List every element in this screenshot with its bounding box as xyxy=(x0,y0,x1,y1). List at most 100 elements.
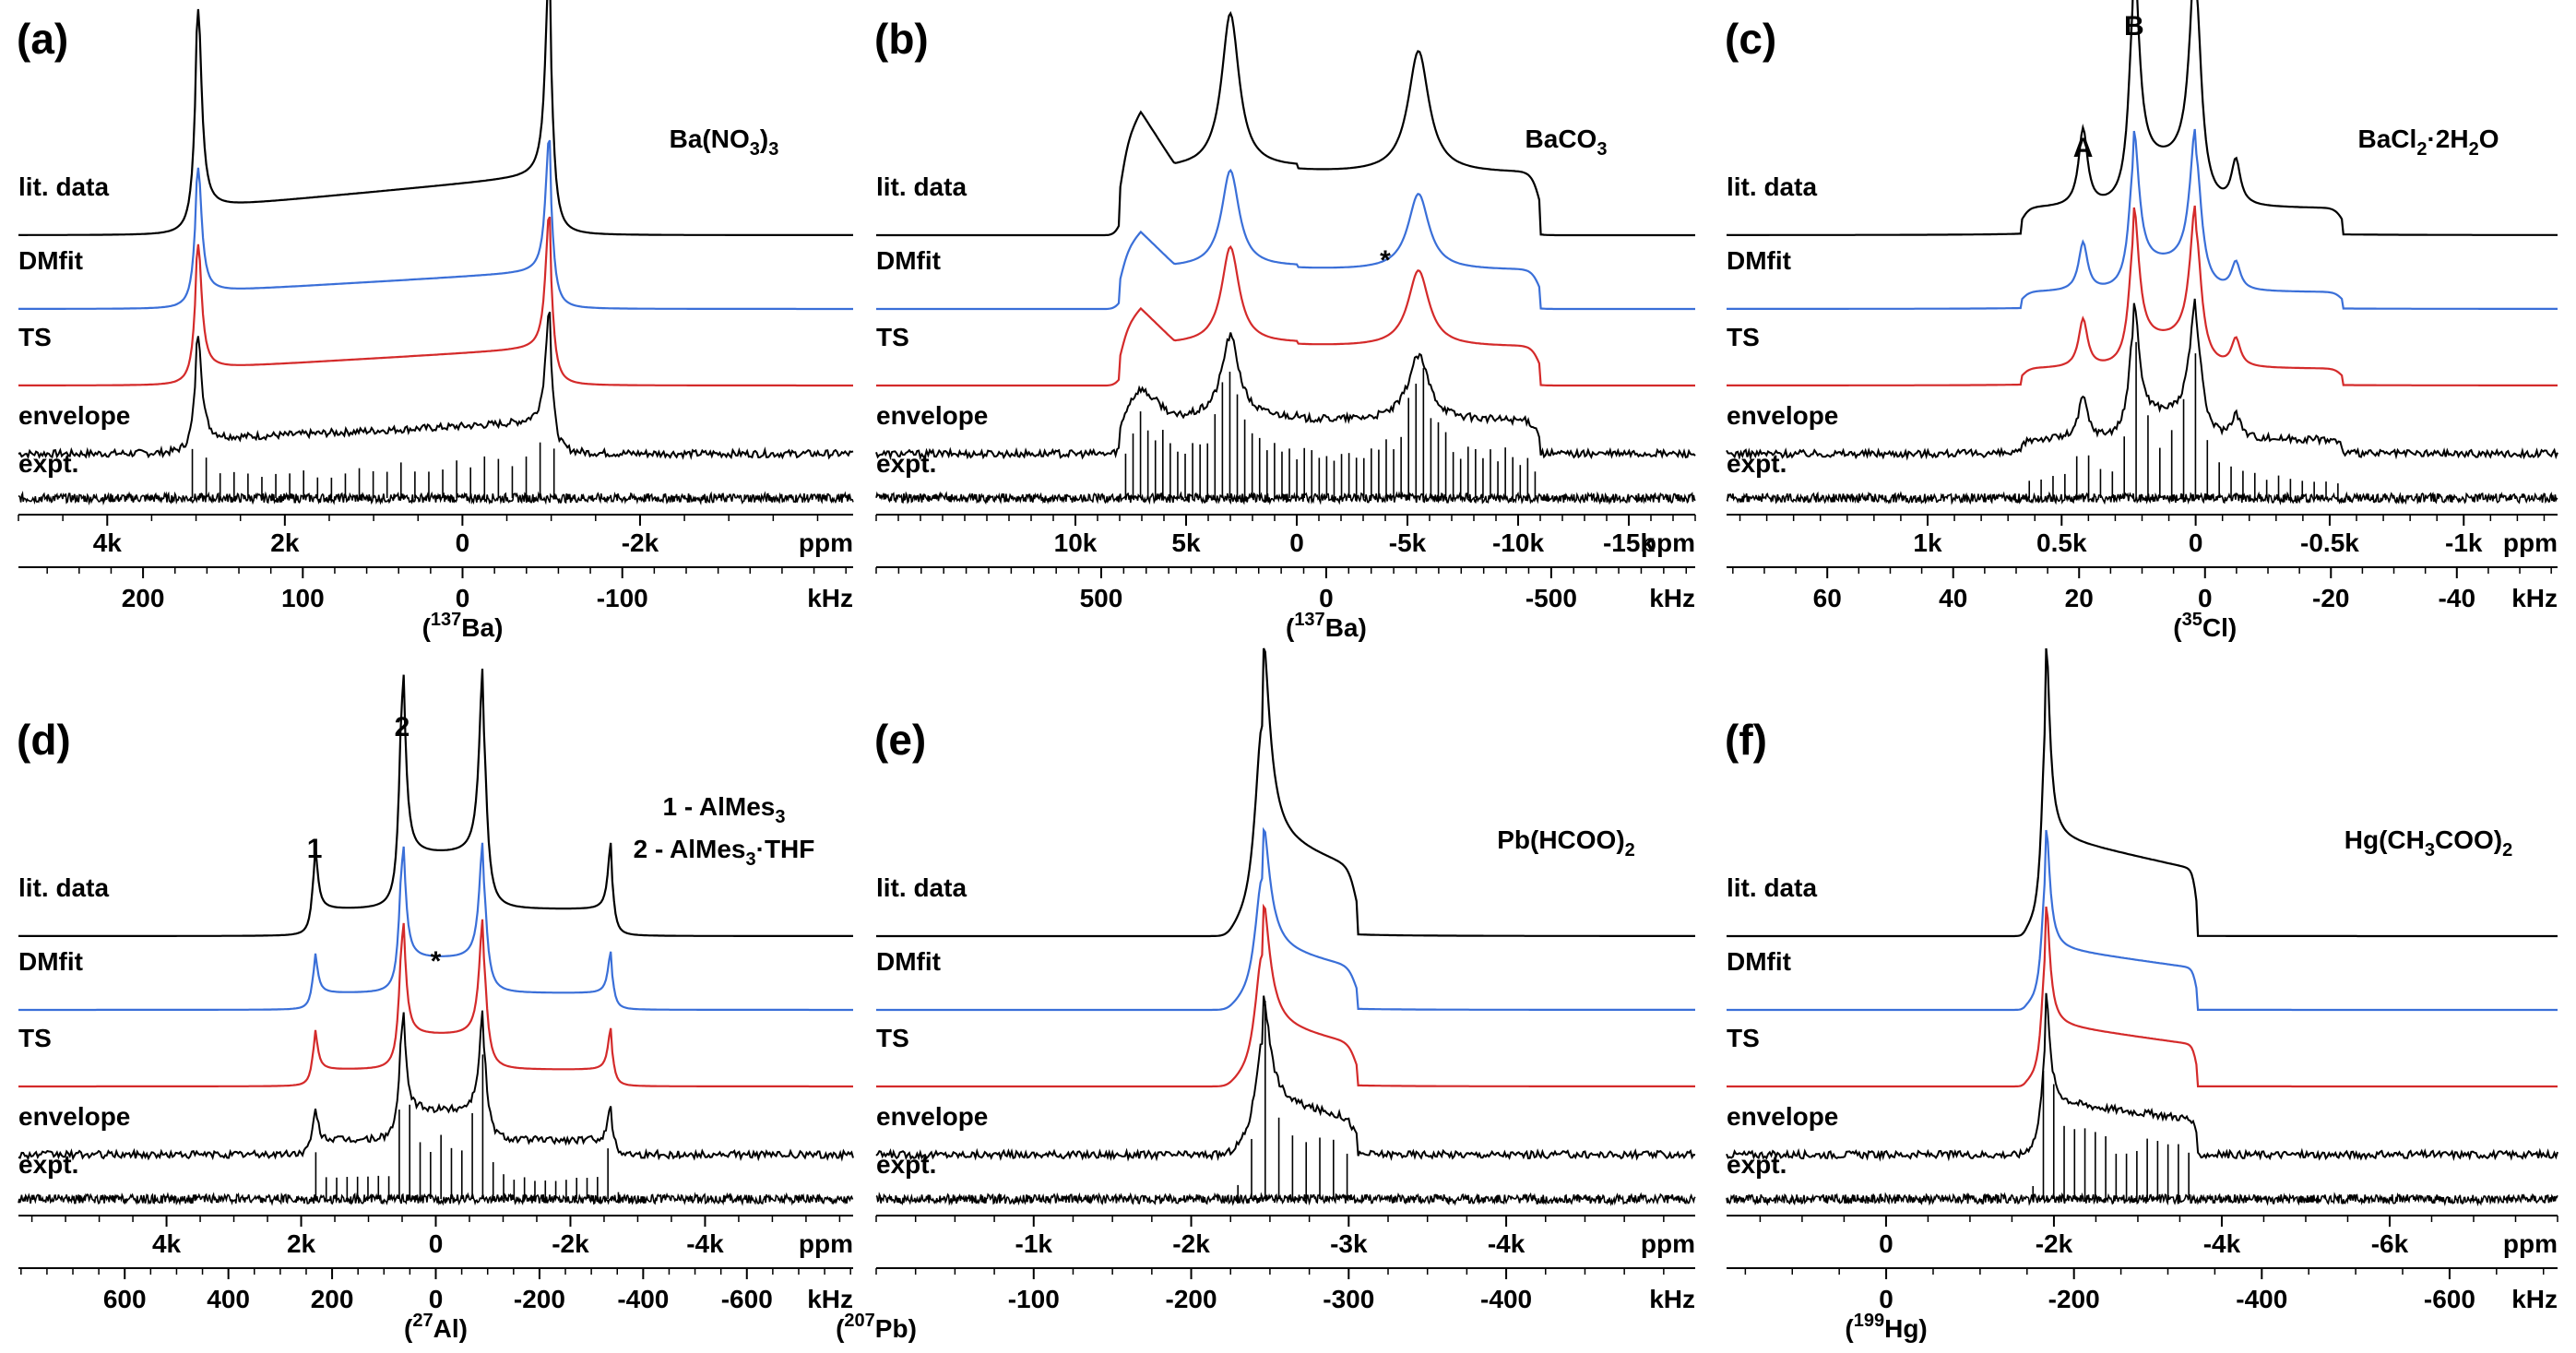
khz-unit-label: kHz xyxy=(2511,1285,2558,1313)
trace-litdata xyxy=(1727,647,2558,938)
series-label: expt. xyxy=(876,449,936,478)
annotation: * xyxy=(431,946,442,977)
ppm-tick-label: -0.5k xyxy=(2300,528,2359,557)
khz-tick-label: -600 xyxy=(721,1285,773,1313)
ppm-tick-label: -6k xyxy=(2371,1229,2409,1258)
nucleus-label: (137Ba) xyxy=(1286,610,1367,642)
ppm-unit-label: ppm xyxy=(799,528,853,557)
trace-ts xyxy=(1727,906,2558,1088)
ppm-tick-label: 2k xyxy=(270,528,300,557)
ppm-tick-label: 0 xyxy=(429,1229,444,1258)
trace-expt xyxy=(1726,491,2558,505)
ppm-tick-label: -2k xyxy=(552,1229,589,1258)
ppm-tick-label: 0 xyxy=(1879,1229,1893,1258)
trace-ts xyxy=(18,216,853,387)
trace-envelope xyxy=(18,311,854,460)
ppm-unit-label: ppm xyxy=(1641,1229,1695,1258)
series-label: lit. data xyxy=(1727,172,1817,201)
khz-tick-label: -400 xyxy=(1480,1285,1532,1313)
ppm-unit-label: ppm xyxy=(2503,528,2558,557)
compound-label: BaCO3 xyxy=(1525,125,1608,160)
series-label: expt. xyxy=(18,1150,78,1179)
annotation: * xyxy=(1380,245,1391,276)
khz-tick-label: -200 xyxy=(1166,1285,1217,1313)
ppm-tick-label: 0.5k xyxy=(2036,528,2087,557)
series-label: TS xyxy=(876,323,909,351)
ppm-tick-label: -4k xyxy=(686,1229,724,1258)
khz-tick-label: -100 xyxy=(1008,1285,1060,1313)
khz-tick-label: 0 xyxy=(456,584,470,612)
ppm-tick-label: 2k xyxy=(287,1229,316,1258)
khz-tick-label: -200 xyxy=(2048,1285,2100,1313)
khz-tick-label: 60 xyxy=(1813,584,1842,612)
series-label: TS xyxy=(1727,323,1760,351)
trace-dmfit xyxy=(1727,128,2558,310)
trace-dmfit xyxy=(18,842,853,1012)
khz-tick-label: 400 xyxy=(207,1285,250,1313)
series-label: TS xyxy=(18,1024,52,1052)
nucleus-label: (207Pb) xyxy=(836,1311,917,1343)
trace-expt xyxy=(875,491,1696,505)
compound-label-2: 2 - AlMes3·THF xyxy=(634,835,815,870)
khz-tick-label: -100 xyxy=(597,584,648,612)
ppm-tick-label: -2k xyxy=(622,528,659,557)
series-label: lit. data xyxy=(18,172,109,201)
khz-tick-label: 100 xyxy=(281,584,325,612)
trace-expt xyxy=(18,490,854,506)
ppm-tick-label: -10k xyxy=(1492,528,1544,557)
khz-tick-label: 0 xyxy=(1319,584,1334,612)
trace-envelope xyxy=(875,332,1696,461)
compound-label: Hg(CH3COO)2 xyxy=(2345,825,2512,860)
series-label: DMfit xyxy=(1727,246,1791,275)
khz-tick-label: 0 xyxy=(1879,1285,1893,1313)
nucleus-label: (27Al) xyxy=(404,1311,468,1343)
series-label: DMfit xyxy=(18,246,83,275)
ppm-tick-label: 0 xyxy=(1289,528,1304,557)
khz-tick-label: 200 xyxy=(311,1285,354,1313)
series-label: DMfit xyxy=(1727,947,1791,976)
panel-label: (d) xyxy=(17,716,71,764)
ppm-unit-label: ppm xyxy=(2503,1229,2558,1258)
khz-tick-label: -200 xyxy=(514,1285,565,1313)
series-label: expt. xyxy=(1727,449,1787,478)
compound-label: Ba(NO3)3 xyxy=(670,125,779,160)
panel-d: (d) 1 - AlMes3 2 - AlMes3·THF lit. data DMfi… xyxy=(17,668,854,1343)
khz-tick-label: 500 xyxy=(1080,584,1123,612)
ppm-tick-label: -5k xyxy=(1389,528,1427,557)
annotation: A xyxy=(2073,133,2094,163)
compound-label: Pb(HCOO)2 xyxy=(1497,825,1635,860)
ppm-tick-label: -1k xyxy=(1015,1229,1053,1258)
panel-f: (f) Hg(CH3COO)2 lit. data DMfit TS envelope ex… xyxy=(1725,647,2558,1343)
trace-litdata xyxy=(876,647,1695,938)
series-label: DMfit xyxy=(876,246,941,275)
series-label: envelope xyxy=(1727,401,1838,430)
trace-dmfit xyxy=(1727,829,2558,1012)
series-label: expt. xyxy=(18,449,78,478)
ppm-tick-label: -2k xyxy=(1172,1229,1210,1258)
annotation: B xyxy=(2124,11,2144,42)
panel-e: (e) Pb(HCOO)2 lit. data DMfit TS envelope expt… xyxy=(836,647,1696,1343)
series-label: TS xyxy=(1727,1024,1760,1052)
compound-label: BaCl2·2H2O xyxy=(2358,125,2499,160)
trace-expt xyxy=(875,1192,1696,1207)
ppm-tick-label: -1k xyxy=(2445,528,2483,557)
ppm-tick-label: -3k xyxy=(1330,1229,1368,1258)
trace-ts xyxy=(1727,205,2558,386)
khz-tick-label: 40 xyxy=(1939,584,1967,612)
ppm-tick-label: 10k xyxy=(1054,528,1098,557)
khz-tick-label: 0 xyxy=(429,1285,444,1313)
trace-dmfit xyxy=(876,168,1695,311)
series-label: envelope xyxy=(18,1102,130,1131)
khz-tick-label: 600 xyxy=(103,1285,147,1313)
trace-litdata xyxy=(18,668,853,938)
nucleus-label: (199Hg) xyxy=(1845,1311,1927,1343)
trace-litdata xyxy=(1727,0,2558,236)
khz-tick-label: -40 xyxy=(2439,584,2475,612)
trace-ts xyxy=(18,919,853,1088)
khz-unit-label: kHz xyxy=(2511,584,2558,612)
ppm-tick-label: 4k xyxy=(152,1229,182,1258)
trace-envelope xyxy=(18,1010,854,1162)
series-label: envelope xyxy=(1727,1102,1838,1131)
